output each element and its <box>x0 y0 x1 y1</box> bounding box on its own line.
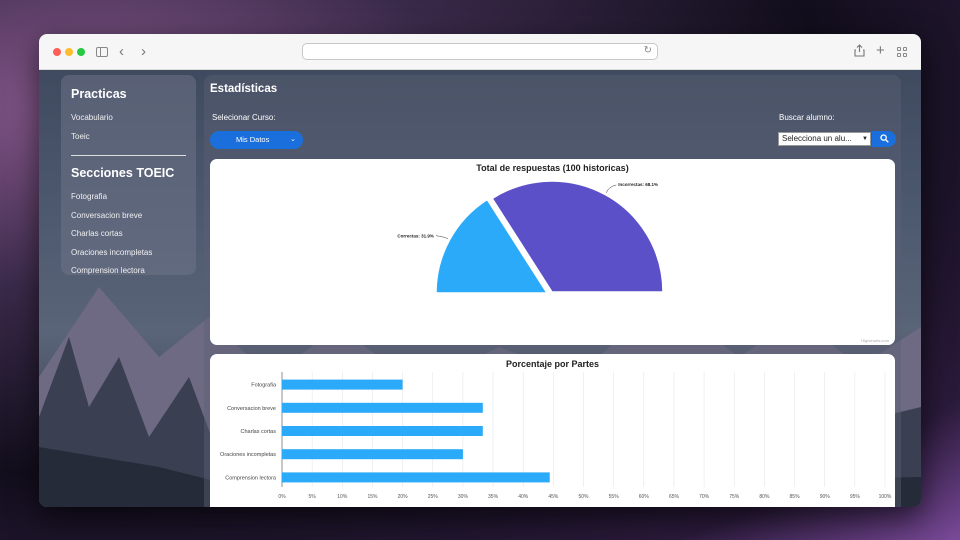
x-tick-label: 45% <box>548 494 559 500</box>
address-bar[interactable]: ↻ <box>302 43 658 60</box>
pie-slice <box>491 180 664 293</box>
sidebar-item-oraciones-incompletas[interactable]: Oraciones incompletas <box>71 247 153 257</box>
sidebar-toggle-icon[interactable] <box>96 47 108 57</box>
back-icon[interactable]: ‹ <box>119 43 124 60</box>
responses-pie-chart: Correctas: 31.9% Incorrectas: 68.1% <box>397 180 664 294</box>
dropdown-arrow-icon: ▼ <box>862 136 868 142</box>
x-tick-label: 85% <box>790 494 801 500</box>
bar <box>282 379 403 390</box>
sidebar-item-charlas-cortas[interactable]: Charlas cortas <box>71 229 123 238</box>
bar <box>282 402 483 413</box>
chevron-down-icon: ⌄ <box>290 136 296 143</box>
bar <box>282 472 550 483</box>
parts-bar-chart: 0% 5% 10% 15% 20% 25% 30% 35% 40% 45% 50% 55% 60% 65%… <box>220 372 892 500</box>
bar <box>282 426 483 436</box>
x-tick-label: 55% <box>609 494 620 500</box>
data-label-connector <box>435 235 449 239</box>
x-tick-label: 60% <box>639 494 650 500</box>
x-tick-label: 5% <box>309 494 317 500</box>
y-tick-label: Oraciones incompletas <box>220 452 276 458</box>
maximize-window-button[interactable] <box>77 48 85 56</box>
page-content: Practicas Vocabulario Toeic Secciones TO… <box>39 70 921 507</box>
sidebar-item-vocabulario[interactable]: Vocabulario <box>71 113 113 122</box>
reload-icon[interactable]: ↻ <box>643 45 652 56</box>
sidebar: Practicas Vocabulario Toeic Secciones TO… <box>61 75 196 275</box>
course-select-value: Mis Datos <box>236 135 270 144</box>
x-tick-label: 50% <box>578 494 589 500</box>
practicas-heading: Practicas <box>71 87 127 101</box>
student-search-label: Buscar alumno: <box>779 113 835 122</box>
course-select[interactable]: Mis Datos ⌄ <box>210 131 303 149</box>
bar-chart-title: Porcentaje por Partes <box>505 359 600 369</box>
tab-overview-icon[interactable] <box>897 47 907 57</box>
y-tick-label: Conversacion breve <box>227 406 276 412</box>
x-tick-label: 15% <box>367 494 378 500</box>
sidebar-item-conversacion-breve[interactable]: Conversacion breve <box>71 210 143 220</box>
x-tick-label: 70% <box>699 494 710 500</box>
y-tick-label: Charlas cortas <box>241 429 277 435</box>
course-label: Selecionar Curso: <box>212 113 276 122</box>
x-tick-label: 75% <box>729 494 740 500</box>
data-label: Correctas: 31.9% <box>397 234 434 239</box>
search-icon <box>879 134 889 143</box>
minimize-window-button[interactable] <box>65 48 73 56</box>
browser-toolbar: ‹ › ↻ + <box>39 34 921 70</box>
sidebar-divider <box>71 155 186 156</box>
page-title: Estadísticas <box>210 83 278 95</box>
x-tick-label: 65% <box>669 494 680 500</box>
x-tick-label: 95% <box>850 494 861 500</box>
forward-icon[interactable]: › <box>141 43 146 60</box>
x-tick-label: 30% <box>458 494 469 500</box>
bar <box>282 449 463 460</box>
pie-slice <box>435 198 549 294</box>
y-tick-label: Comprension lectora <box>225 475 277 481</box>
x-tick-label: 20% <box>398 494 409 500</box>
secciones-heading: Secciones TOEIC <box>71 166 175 180</box>
parts-chart-card: Porcentaje por Partes 0% 5% 10% 15% 20% 25% 30… <box>210 354 895 507</box>
sidebar-item-toeic[interactable]: Toeic <box>71 131 90 141</box>
student-select-value: Selecciona un alu... <box>782 134 852 143</box>
x-tick-label: 40% <box>518 494 529 500</box>
share-icon[interactable] <box>854 44 865 61</box>
student-select[interactable]: Selecciona un alu... ▼ <box>778 132 871 146</box>
pie-chart-title: Total de respuestas (100 historicas) <box>476 163 629 173</box>
data-label-connector <box>606 184 617 193</box>
close-window-button[interactable] <box>53 48 61 56</box>
search-button[interactable] <box>872 131 896 147</box>
x-tick-label: 80% <box>759 494 770 500</box>
x-tick-label: 90% <box>820 494 831 500</box>
sidebar-item-comprension-lectora[interactable]: Comprension lectora <box>71 266 145 275</box>
new-tab-icon[interactable]: + <box>876 42 885 59</box>
x-tick-label: 10% <box>337 494 348 500</box>
x-tick-label: 0% <box>278 494 286 500</box>
x-tick-label: 35% <box>488 494 499 500</box>
x-tick-label: 25% <box>428 494 439 500</box>
main-panel: Estadísticas Selecionar Curso: Mis Datos… <box>204 75 901 507</box>
y-tick-label: Fotografia <box>251 383 277 389</box>
browser-window: ‹ › ↻ + Practicas Vocabulario Toeic Secc… <box>39 34 921 507</box>
responses-chart-card: Total de respuestas (100 historicas) Cor… <box>210 159 895 345</box>
sidebar-item-fotografia[interactable]: Fotografia <box>71 192 108 201</box>
data-label: Incorrectas: 68.1% <box>618 182 658 187</box>
chart-credit: Highcharts.com <box>861 338 889 343</box>
x-tick-label: 100% <box>879 494 892 500</box>
